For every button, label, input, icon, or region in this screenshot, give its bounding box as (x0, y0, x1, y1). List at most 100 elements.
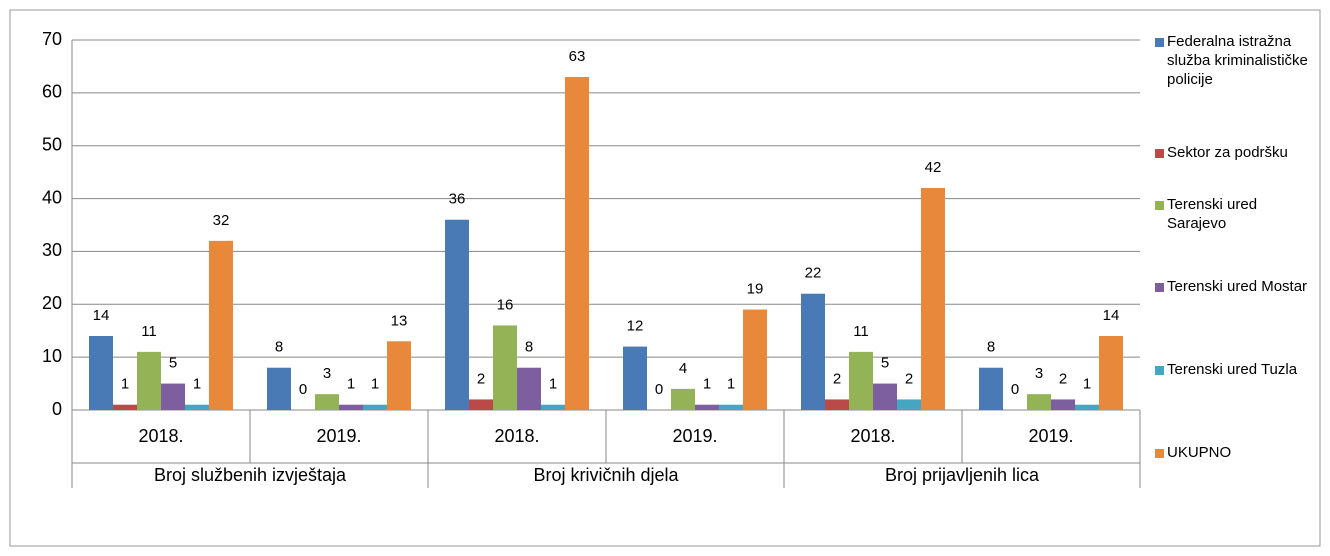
bar (387, 341, 411, 410)
y-tick-label: 60 (42, 82, 62, 102)
bar (209, 240, 233, 410)
bar (1099, 336, 1123, 410)
data-label: 42 (925, 159, 942, 176)
data-label: 11 (141, 323, 157, 340)
bar (113, 404, 137, 410)
group-label: Broj krivičnih djela (533, 465, 679, 485)
data-label: 32 (213, 212, 230, 229)
bar (137, 351, 161, 410)
data-label: 2 (1059, 370, 1067, 387)
legend-swatch (1155, 283, 1164, 292)
bar (185, 404, 209, 410)
data-label: 14 (1103, 307, 1120, 324)
legend-swatch (1155, 449, 1164, 458)
data-label: 63 (569, 48, 586, 65)
bar (565, 77, 589, 410)
bar (493, 325, 517, 410)
bar (469, 399, 493, 410)
group-label: Broj prijavljenih lica (885, 465, 1040, 485)
legend-label: Terenski ured Mostar (1167, 278, 1308, 295)
legend-label: Terenski ured Sarajevo (1167, 196, 1258, 232)
data-label: 4 (679, 360, 687, 377)
data-label: 1 (371, 376, 379, 393)
data-label: 36 (449, 191, 466, 208)
legend-entry: Terenski ured Sarajevo (1167, 196, 1258, 232)
data-label: 0 (1011, 381, 1019, 398)
bar (541, 404, 565, 410)
bar (873, 383, 897, 410)
y-tick-label: 30 (42, 240, 62, 260)
bar (921, 188, 945, 410)
x-tick-label: 2019. (672, 426, 717, 446)
data-label: 11 (853, 323, 869, 340)
legend-entry: UKUPNO (1167, 444, 1232, 461)
bar (1051, 399, 1075, 410)
bar (825, 399, 849, 410)
bar (267, 367, 291, 410)
legend-entry: Terenski ured Tuzla (1167, 361, 1298, 378)
legend-label: Terenski ured Tuzla (1167, 361, 1298, 378)
legend-entry: Federalna istražna služba kriminalističk… (1167, 33, 1308, 88)
bar (363, 404, 387, 410)
data-label: 13 (391, 312, 408, 329)
x-tick-label: 2019. (1028, 426, 1073, 446)
data-label: 1 (1083, 376, 1091, 393)
data-label: 5 (169, 355, 177, 372)
data-label: 22 (805, 265, 822, 282)
group-label: Broj službenih izvještaja (154, 465, 347, 485)
data-label: 3 (323, 365, 331, 382)
y-tick-label: 40 (42, 187, 62, 207)
data-label: 8 (987, 339, 995, 356)
data-label: 2 (477, 370, 485, 387)
bar (89, 336, 113, 410)
legend-swatch (1155, 149, 1164, 158)
bar (161, 383, 185, 410)
y-tick-label: 0 (52, 399, 62, 419)
data-label: 1 (347, 376, 355, 393)
bar (719, 404, 743, 410)
data-label: 0 (655, 381, 663, 398)
data-label: 1 (727, 376, 735, 393)
x-tick-label: 2018. (138, 426, 183, 446)
x-tick-label: 2018. (494, 426, 539, 446)
bar (849, 351, 873, 410)
bar (897, 399, 921, 410)
bar (743, 309, 767, 410)
legend-entry: Sektor za podršku (1167, 144, 1288, 161)
x-tick-label: 2018. (850, 426, 895, 446)
bar (801, 293, 825, 410)
data-label: 0 (299, 381, 307, 398)
data-label: 1 (549, 376, 557, 393)
legend-swatch (1155, 201, 1164, 210)
bar (315, 394, 339, 410)
data-label: 1 (193, 376, 201, 393)
data-label: 2 (833, 370, 841, 387)
data-label: 14 (93, 307, 110, 324)
data-label: 8 (525, 339, 533, 356)
data-label: 5 (881, 355, 889, 372)
legend-label: Sektor za podršku (1167, 144, 1288, 161)
data-label: 3 (1035, 365, 1043, 382)
legend-swatch (1155, 38, 1164, 47)
legend-label: UKUPNO (1167, 444, 1232, 461)
y-tick-label: 50 (42, 134, 62, 154)
legend-entry: Terenski ured Mostar (1167, 278, 1308, 295)
bar (1075, 404, 1099, 410)
data-label: 12 (627, 318, 644, 335)
bar (1027, 394, 1051, 410)
bar (695, 404, 719, 410)
bar (671, 388, 695, 410)
bar (339, 404, 363, 410)
data-label: 2 (905, 370, 913, 387)
legend-label: Federalna istražna služba kriminalističk… (1167, 33, 1308, 88)
bar (623, 346, 647, 410)
data-label: 8 (275, 339, 283, 356)
data-label: 1 (121, 376, 129, 393)
data-label: 16 (497, 296, 514, 313)
y-tick-label: 20 (42, 293, 62, 313)
y-tick-label: 10 (42, 346, 62, 366)
y-tick-label: 70 (42, 29, 62, 49)
bar (517, 367, 541, 410)
bar (979, 367, 1003, 410)
